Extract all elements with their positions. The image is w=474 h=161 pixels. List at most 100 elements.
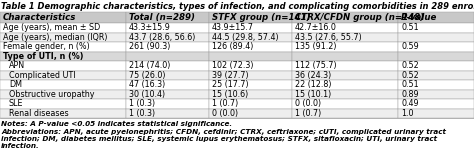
Bar	[398, 80, 474, 90]
Bar	[398, 61, 474, 71]
Bar	[292, 61, 398, 71]
Text: 36 (24.3): 36 (24.3)	[294, 71, 331, 80]
Text: Age (years), mean ± SD: Age (years), mean ± SD	[3, 23, 100, 32]
Bar	[292, 90, 398, 99]
Bar	[209, 12, 292, 23]
Text: Notes: A P-value <0.05 indicates statistical significance.: Notes: A P-value <0.05 indicates statist…	[1, 121, 232, 127]
Bar	[292, 99, 398, 109]
Text: 0.89: 0.89	[401, 90, 419, 99]
Text: 126 (89.4): 126 (89.4)	[211, 42, 253, 51]
Bar	[292, 52, 398, 61]
Bar	[209, 23, 292, 33]
Text: 47 (16.3): 47 (16.3)	[128, 80, 165, 89]
Bar	[126, 71, 209, 80]
Bar	[292, 71, 398, 80]
Text: 43.3±15.9: 43.3±15.9	[128, 23, 171, 32]
Text: 75 (26.0): 75 (26.0)	[128, 71, 165, 80]
Text: 0 (0.0): 0 (0.0)	[211, 109, 237, 118]
Bar	[0, 99, 126, 109]
Text: 0.52: 0.52	[401, 71, 419, 80]
Text: 0.52: 0.52	[401, 61, 419, 70]
Bar	[0, 90, 126, 99]
Bar	[126, 42, 209, 52]
Bar	[0, 23, 126, 33]
Text: 0.51: 0.51	[401, 23, 419, 32]
Bar	[398, 52, 474, 61]
Bar	[0, 109, 126, 118]
Text: 43.9±15.7: 43.9±15.7	[211, 23, 254, 32]
Text: 42.7±16.0: 42.7±16.0	[294, 23, 337, 32]
Text: SLE: SLE	[9, 99, 24, 108]
Bar	[126, 80, 209, 90]
Text: Female gender, n (%): Female gender, n (%)	[3, 42, 90, 51]
Text: CTRX/CFDN group (n=148): CTRX/CFDN group (n=148)	[294, 13, 424, 22]
Bar	[126, 12, 209, 23]
Bar	[209, 99, 292, 109]
Bar	[126, 61, 209, 71]
Bar	[209, 90, 292, 99]
Text: DM: DM	[9, 80, 22, 89]
Text: 0.51: 0.51	[401, 80, 419, 89]
Bar	[292, 109, 398, 118]
Text: Characteristics: Characteristics	[3, 13, 76, 22]
Text: Total (n=289): Total (n=289)	[128, 13, 195, 22]
Text: 1 (0.3): 1 (0.3)	[128, 109, 155, 118]
Bar	[398, 23, 474, 33]
Bar	[209, 71, 292, 80]
Bar	[398, 99, 474, 109]
Bar	[0, 71, 126, 80]
Text: 44.5 (29.8, 57.4): 44.5 (29.8, 57.4)	[211, 33, 278, 42]
Text: 135 (91.2): 135 (91.2)	[294, 42, 336, 51]
Bar	[398, 109, 474, 118]
Bar	[292, 23, 398, 33]
Text: Age (years), median (IQR): Age (years), median (IQR)	[3, 33, 108, 42]
Bar	[126, 33, 209, 42]
Text: 25 (17.7): 25 (17.7)	[211, 80, 248, 89]
Text: 39 (27.7): 39 (27.7)	[211, 71, 248, 80]
Text: 1 (0.3): 1 (0.3)	[128, 99, 155, 108]
Bar	[209, 52, 292, 61]
Text: 0.59: 0.59	[401, 42, 419, 51]
Bar	[126, 23, 209, 33]
Bar	[292, 80, 398, 90]
Text: 1 (0.7): 1 (0.7)	[211, 99, 238, 108]
Text: Table 1 Demographic characteristics, types of infection, and complicating comorb: Table 1 Demographic characteristics, typ…	[1, 2, 474, 11]
Text: Abbreviations: APN, acute pyelonephritis; CFDN, cefdinir; CTRX, ceftriaxone; cUT: Abbreviations: APN, acute pyelonephritis…	[1, 129, 446, 149]
Text: 1 (0.7): 1 (0.7)	[294, 109, 321, 118]
Text: 0.49: 0.49	[401, 99, 419, 108]
Text: 22 (12.8): 22 (12.8)	[294, 80, 331, 89]
Bar	[0, 33, 126, 42]
Text: 261 (90.3): 261 (90.3)	[128, 42, 170, 51]
Bar	[209, 80, 292, 90]
Text: STFX group (n=141): STFX group (n=141)	[211, 13, 310, 22]
Bar	[398, 71, 474, 80]
Bar	[126, 52, 209, 61]
Text: 15 (10.1): 15 (10.1)	[294, 90, 331, 99]
Bar	[126, 99, 209, 109]
Bar	[292, 42, 398, 52]
Bar	[209, 42, 292, 52]
Bar	[398, 42, 474, 52]
Text: Type of UTI, n (%): Type of UTI, n (%)	[3, 52, 83, 61]
Bar	[0, 42, 126, 52]
Bar	[126, 109, 209, 118]
Bar	[398, 33, 474, 42]
Text: P-value: P-value	[401, 13, 438, 22]
Text: 43.5 (27.6, 55.7): 43.5 (27.6, 55.7)	[294, 33, 361, 42]
Bar	[0, 80, 126, 90]
Bar	[398, 12, 474, 23]
Text: 43.7 (28.6, 56.6): 43.7 (28.6, 56.6)	[128, 33, 195, 42]
Bar	[126, 90, 209, 99]
Text: 1.0: 1.0	[401, 109, 414, 118]
Text: Complicated UTI: Complicated UTI	[9, 71, 75, 80]
Bar	[0, 61, 126, 71]
Text: 214 (74.0): 214 (74.0)	[128, 61, 170, 70]
Text: 0 (0.0): 0 (0.0)	[294, 99, 320, 108]
Text: 15 (10.6): 15 (10.6)	[211, 90, 248, 99]
Bar	[209, 109, 292, 118]
Bar	[209, 61, 292, 71]
Bar	[292, 33, 398, 42]
Text: Obstructive uropathy: Obstructive uropathy	[9, 90, 94, 99]
Bar	[209, 33, 292, 42]
Text: Renal diseases: Renal diseases	[9, 109, 69, 118]
